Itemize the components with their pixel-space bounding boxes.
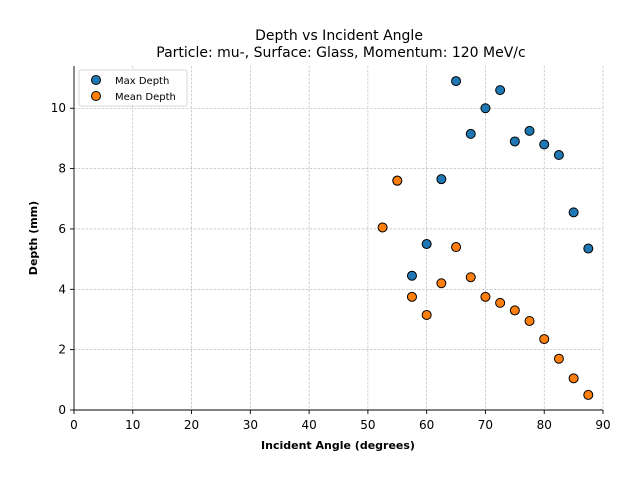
point-mean-depth <box>509 305 520 316</box>
x-tick-label: 0 <box>70 418 78 432</box>
y-tick-label: 4 <box>58 282 66 296</box>
x-tick-label: 60 <box>419 418 434 432</box>
x-tick-label: 40 <box>301 418 316 432</box>
y-axis-label: Depth (mm) <box>27 201 40 275</box>
y-tick-label: 8 <box>58 162 66 176</box>
grid-lines <box>74 66 604 410</box>
point-max-depth <box>509 136 520 147</box>
point-max-depth <box>421 239 432 250</box>
point-mean-depth <box>451 242 462 253</box>
point-max-depth <box>451 76 462 87</box>
point-mean-depth <box>524 315 535 326</box>
x-tick-label: 50 <box>360 418 375 432</box>
point-mean-depth <box>465 272 476 283</box>
x-axis-label: Incident Angle (degrees) <box>261 439 415 452</box>
x-tick-label: 10 <box>125 418 140 432</box>
point-mean-depth <box>480 291 491 302</box>
legend-marker-mean-depth <box>91 91 101 101</box>
legend-box <box>78 69 188 107</box>
x-tick-label: 90 <box>595 418 610 432</box>
point-mean-depth <box>568 373 579 384</box>
point-max-depth <box>539 139 550 150</box>
x-tick-label: 20 <box>184 418 199 432</box>
point-max-depth <box>583 243 594 254</box>
chart-subtitle: Particle: mu-, Surface: Glass, Momentum:… <box>156 45 525 61</box>
point-max-depth <box>465 128 476 139</box>
point-mean-depth <box>377 222 388 233</box>
point-max-depth <box>495 85 506 96</box>
point-max-depth <box>553 150 564 161</box>
legend-marker-max-depth <box>91 75 101 85</box>
legend: Max Depth Mean Depth <box>78 69 188 107</box>
data-points <box>377 76 594 400</box>
point-max-depth <box>568 207 579 218</box>
point-max-depth <box>480 103 491 114</box>
point-max-depth <box>406 270 417 281</box>
y-tick-label: 10 <box>51 101 66 115</box>
point-max-depth <box>524 125 535 136</box>
chart-title: Depth vs Incident Angle <box>255 28 423 44</box>
point-max-depth <box>436 174 447 185</box>
x-tick-label: 80 <box>537 418 552 432</box>
axis-ticks: 0 10 20 30 40 50 60 70 80 90 0 2 4 6 8 10 <box>51 101 611 432</box>
point-mean-depth <box>436 278 447 289</box>
point-mean-depth <box>539 334 550 345</box>
y-tick-label: 2 <box>58 343 66 357</box>
y-tick-label: 6 <box>58 222 66 236</box>
point-mean-depth <box>495 297 506 308</box>
x-tick-label: 70 <box>478 418 493 432</box>
legend-label-mean-depth: Mean Depth <box>115 92 176 103</box>
legend-label-max-depth: Max Depth <box>115 76 169 87</box>
y-tick-label: 0 <box>58 403 66 417</box>
x-tick-label: 30 <box>243 418 258 432</box>
point-mean-depth <box>392 175 403 186</box>
point-mean-depth <box>421 309 432 320</box>
point-mean-depth <box>406 291 417 302</box>
point-mean-depth <box>553 353 564 364</box>
point-mean-depth <box>583 389 594 400</box>
